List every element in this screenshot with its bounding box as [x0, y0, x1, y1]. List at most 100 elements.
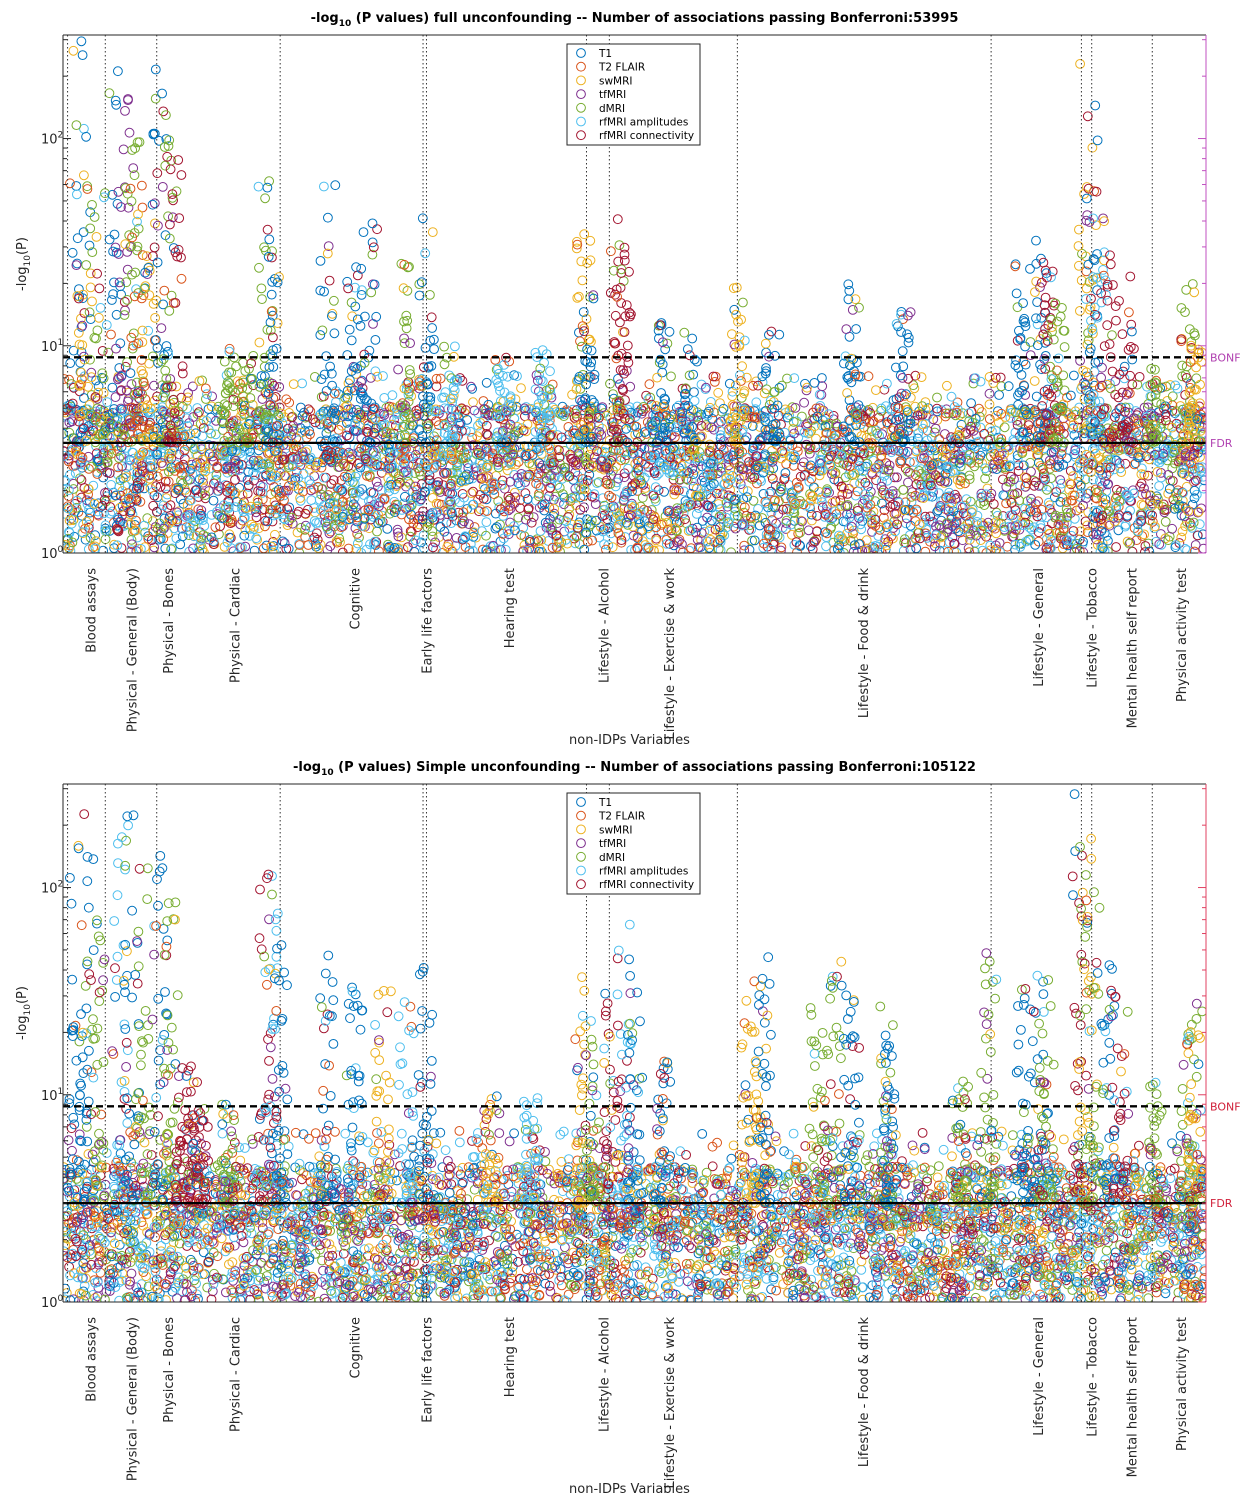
top-point — [929, 427, 940, 438]
top-point — [1019, 429, 1030, 440]
top-point — [882, 417, 892, 428]
top-point — [907, 487, 918, 498]
top-point — [126, 474, 137, 485]
top-point — [924, 491, 935, 502]
top-point — [340, 461, 350, 472]
top-point — [715, 430, 726, 441]
top-point — [921, 528, 931, 539]
top-point — [471, 463, 481, 473]
top-point — [481, 429, 492, 439]
top-point — [361, 544, 372, 553]
top-point — [1134, 372, 1145, 382]
top-point — [651, 470, 662, 481]
top-point — [140, 527, 151, 538]
top-point — [451, 515, 462, 526]
top-point — [794, 540, 805, 551]
top-point — [304, 475, 315, 486]
top-point — [905, 544, 916, 553]
top-point — [554, 482, 565, 493]
top-point — [485, 546, 495, 553]
top-point — [139, 483, 150, 494]
top-point — [270, 392, 281, 402]
top-point — [239, 497, 249, 508]
top-point — [148, 545, 159, 553]
top-point — [290, 472, 301, 483]
top-point — [929, 541, 940, 552]
top-point — [811, 494, 822, 504]
top-point — [520, 488, 531, 499]
top-point — [835, 495, 846, 506]
top-chart-panel: BONF FDR 100 101 102 -log10 (P values) full u… — [0, 0, 1252, 749]
top-point — [260, 521, 270, 532]
top-point — [1020, 509, 1030, 520]
top-point — [696, 421, 707, 431]
top-point — [93, 381, 104, 392]
top-point — [345, 469, 356, 479]
top-point — [705, 446, 716, 457]
top-point — [444, 417, 455, 427]
top-point — [804, 448, 815, 459]
top-point — [187, 381, 198, 392]
top-point — [194, 407, 204, 418]
top-point — [659, 486, 669, 497]
top-point — [357, 375, 367, 386]
top-point — [1055, 475, 1066, 485]
top-point — [863, 371, 874, 382]
top-point — [789, 540, 800, 550]
top-point — [644, 379, 655, 390]
top-point — [976, 407, 987, 417]
top-point — [932, 392, 942, 403]
top-point — [688, 469, 699, 480]
top-point — [484, 407, 495, 418]
top-point — [162, 489, 173, 500]
top-point — [442, 531, 453, 542]
top-point — [568, 474, 579, 485]
top-point — [1125, 505, 1135, 516]
top-point — [192, 403, 203, 413]
top-point — [481, 377, 492, 388]
top-point — [1197, 462, 1206, 473]
top-point — [210, 476, 221, 486]
top-point — [154, 534, 165, 545]
top-point — [996, 381, 1007, 392]
top-point — [869, 543, 879, 553]
top-point — [1143, 538, 1154, 549]
top-point — [529, 536, 540, 546]
top-point — [598, 524, 609, 535]
top-point — [236, 471, 247, 482]
top-point — [798, 457, 809, 468]
top-point — [1100, 476, 1110, 487]
top-point — [160, 476, 171, 487]
top-point — [575, 512, 586, 523]
top-point — [466, 381, 476, 392]
top-point — [284, 515, 295, 526]
top-point — [928, 533, 939, 544]
top-point — [797, 516, 807, 527]
top-point — [350, 471, 361, 482]
top-point — [649, 468, 660, 479]
top-point — [319, 510, 330, 520]
top-point — [321, 435, 332, 446]
top-point — [635, 519, 645, 529]
top-point — [811, 403, 822, 414]
top-point — [148, 500, 159, 511]
top-point — [133, 392, 144, 403]
top-point — [416, 537, 427, 548]
top-point — [91, 536, 101, 546]
top-point — [435, 373, 446, 384]
top-point — [901, 538, 911, 548]
top-point — [155, 481, 166, 492]
top-point — [842, 489, 853, 499]
top-point — [972, 510, 983, 521]
top-point — [658, 411, 668, 422]
top-point — [713, 387, 724, 398]
top-point — [990, 523, 1000, 534]
top-point — [949, 456, 960, 467]
top-point — [777, 380, 787, 391]
top-point — [1101, 531, 1112, 541]
top-point — [681, 473, 692, 484]
top-point — [290, 475, 301, 486]
top-point — [342, 392, 353, 403]
top-point — [964, 474, 975, 485]
